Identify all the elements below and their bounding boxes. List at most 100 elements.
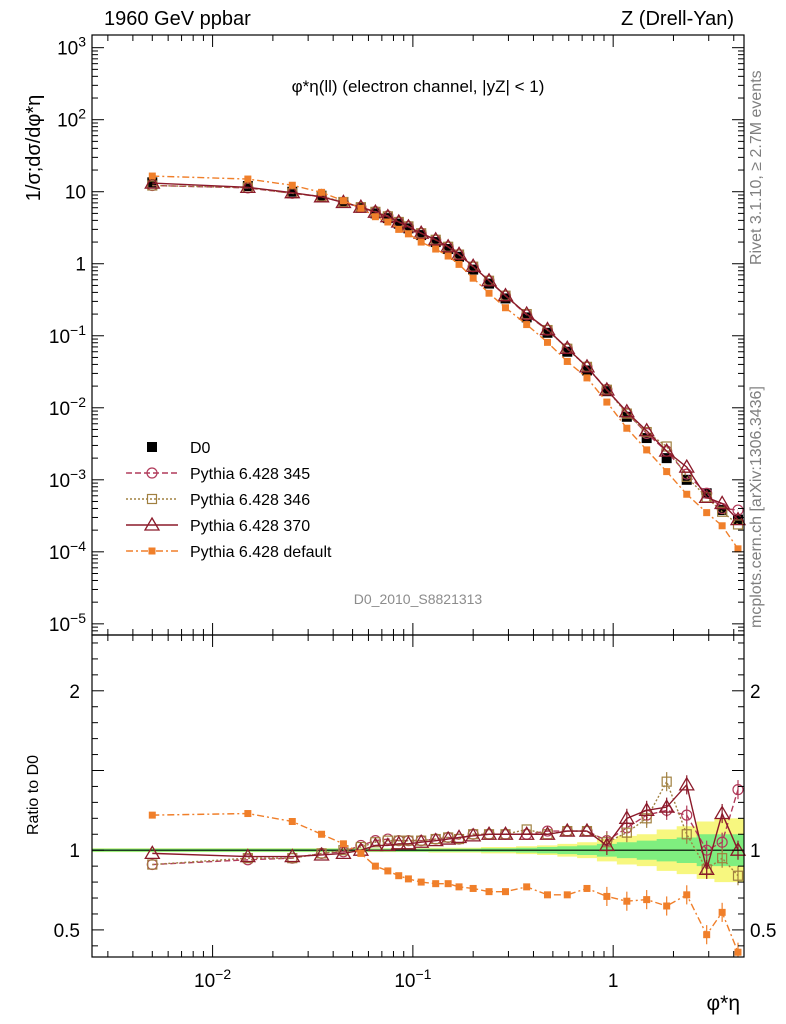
- x-tick-label: 10−2: [194, 966, 231, 992]
- x-tick-label: 1: [608, 971, 619, 992]
- ratio-point-pythia-6-428-default: [395, 872, 403, 880]
- ratio-point-pythia-6-428-default: [543, 891, 551, 899]
- data-point-d0: [443, 244, 454, 255]
- ratio-point-pythia-6-428-370: [390, 835, 407, 850]
- ratio-point-pythia-6-428-370: [313, 846, 330, 861]
- ratio-point-pythia-6-428-370: [379, 837, 396, 852]
- legend-item-pythia-6-428-346: Pythia 6.428 346: [126, 492, 310, 509]
- data-point-pythia-6-428-default: [384, 218, 392, 226]
- x-axis-label: φ*η: [707, 992, 740, 1015]
- y-tick-label: 10−5: [49, 610, 86, 636]
- data-point-pythia-6-428-default: [643, 446, 651, 454]
- ratio-point-pythia-6-428-default: [339, 840, 347, 848]
- data-point-d0: [430, 237, 441, 248]
- data-point-pythia-6-428-default: [432, 245, 440, 253]
- ratio-point-pythia-6-428-default: [432, 880, 440, 888]
- ratio-point-pythia-6-428-370: [450, 829, 468, 844]
- data-point-pythia-6-428-default: [563, 357, 571, 365]
- collision-label: 1960 GeV ppbar: [104, 8, 251, 30]
- y-tick-label: 103: [57, 34, 86, 60]
- ratio-y-tick-label: 0.5: [54, 921, 80, 942]
- y-tick-label-exponent: −3: [70, 466, 86, 482]
- ratio-point-pythia-6-428-370: [714, 805, 731, 820]
- ratio-point-pythia-6-428-default: [563, 891, 571, 899]
- data-point-pythia-6-428-370: [678, 458, 695, 473]
- ratio-point-pythia-6-428-370: [678, 776, 695, 791]
- data-point-pythia-6-428-default: [718, 522, 726, 530]
- data-point-pythia-6-428-370: [239, 179, 256, 194]
- ratio-point-pythia-6-428-default: [683, 891, 691, 899]
- y-tick-label-base: 10: [57, 39, 78, 60]
- ratio-axis-label: Ratio to D0: [25, 755, 42, 835]
- ratio-point-pythia-6-428-default: [583, 884, 591, 892]
- ratio-point-pythia-6-428-default: [643, 896, 651, 904]
- data-point-pythia-6-428-default: [417, 238, 425, 246]
- data-point-d0: [287, 186, 298, 197]
- data-point-d0: [581, 365, 592, 376]
- y-tick-label-base: 10: [49, 615, 70, 636]
- ratio-point-pythia-6-428-370: [658, 798, 675, 813]
- data-point-d0: [521, 312, 532, 323]
- data-point-d0: [147, 177, 158, 188]
- data-point-pythia-6-428-370: [539, 321, 556, 336]
- data-point-d0: [681, 474, 692, 485]
- ratio-point-pythia-6-428-default: [288, 818, 296, 826]
- data-point-d0: [601, 386, 612, 397]
- y-tick-label-exponent: −4: [70, 538, 86, 554]
- data-point-pythia-6-428-370: [497, 287, 514, 302]
- data-point-d0: [500, 293, 511, 304]
- series-pythia-6-428-345: [146, 179, 744, 516]
- legend-item-d0: D0: [147, 440, 211, 457]
- ratio-point-pythia-6-428-370: [598, 837, 615, 852]
- ratio-point-pythia-6-428-346: [147, 859, 158, 870]
- data-point-d0: [717, 505, 728, 516]
- y-tick-label: 1: [75, 255, 86, 276]
- ratio-point-pythia-6-428-default: [623, 897, 631, 905]
- data-point-pythia-6-428-default: [371, 213, 379, 221]
- ratio-point-pythia-6-428-370: [400, 835, 417, 850]
- ratio-point-pythia-6-428-default: [603, 892, 611, 900]
- data-point-pythia-6-428-370: [658, 442, 675, 457]
- ratio-point-pythia-6-428-370: [427, 832, 444, 847]
- series-pythia-6-428-default: [148, 172, 742, 553]
- data-point-d0: [661, 453, 672, 464]
- ratio-point-pythia-6-428-default: [444, 880, 452, 888]
- data-point-pythia-6-428-default: [469, 274, 477, 282]
- ratio-point-pythia-6-428-default: [371, 862, 379, 870]
- ratio-point-pythia-6-428-370: [559, 822, 576, 837]
- y-tick-label: 10: [65, 183, 86, 204]
- data-point-pythia-6-428-default: [485, 289, 493, 297]
- data-point-pythia-6-428-default: [623, 424, 631, 432]
- legend-item-pythia-6-428-345: Pythia 6.428 345: [126, 466, 310, 483]
- legend-marker-d0: [147, 442, 157, 452]
- data-point-pythia-6-428-370: [480, 272, 498, 287]
- legend-item-pythia-6-428-default: Pythia 6.428 default: [126, 544, 332, 561]
- data-point-d0: [393, 218, 404, 229]
- data-point-d0: [416, 230, 427, 241]
- data-point-pythia-6-428-370: [284, 184, 301, 199]
- plot-title: φ*η(ll) (electron channel, |yZ| < 1): [292, 77, 545, 96]
- x-tick-label-exponent: −1: [415, 966, 431, 982]
- ratio-point-pythia-6-428-370: [239, 848, 256, 863]
- data-point-pythia-6-428-370: [440, 238, 457, 253]
- legend-label-pythia-6-428-370: Pythia 6.428 370: [190, 518, 310, 535]
- y-tick-label-base: 10: [49, 327, 70, 348]
- ratio-point-pythia-6-428-default: [148, 811, 156, 819]
- data-point-pythia-6-428-default: [543, 338, 551, 346]
- data-point-pythia-6-428-default: [395, 225, 403, 233]
- ratio-y-tick-label-right: 1: [750, 841, 761, 862]
- ratio-point-pythia-6-428-default: [663, 902, 671, 910]
- data-point-pythia-6-428-370: [144, 174, 161, 189]
- ratio-point-pythia-6-428-default: [718, 908, 726, 916]
- ratio-point-pythia-6-428-370: [335, 845, 352, 860]
- ratio-point-pythia-6-428-default: [357, 849, 365, 857]
- y-tick-label: 10−4: [49, 538, 86, 564]
- data-point-d0: [484, 278, 495, 289]
- ratio-point-pythia-6-428-345: [716, 836, 728, 848]
- ratio-point-pythia-6-428-default: [404, 875, 412, 883]
- ratio-series-pythia-6-428-346: [147, 772, 744, 886]
- data-point-d0: [403, 223, 414, 234]
- y-tick-label-exponent: −5: [70, 610, 86, 626]
- y-tick-label-base: 10: [49, 543, 70, 564]
